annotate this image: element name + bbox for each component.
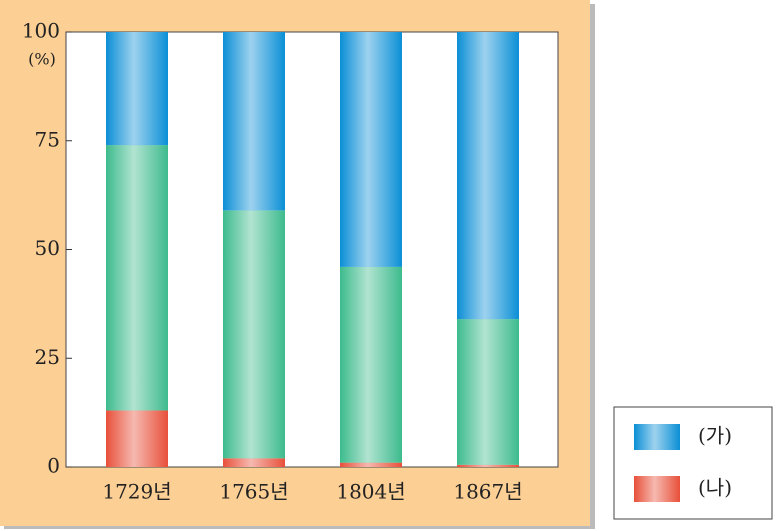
legend-swatch-shine <box>634 424 680 450</box>
legend-swatch-shine <box>634 476 680 502</box>
y-tick-label: 0 <box>47 454 60 478</box>
bar-shine <box>457 319 519 465</box>
bar-shine <box>340 32 402 267</box>
bar-shine <box>106 32 168 146</box>
bar-shine <box>223 210 285 459</box>
y-tick-label: 25 <box>35 345 60 369</box>
legend-label: (나) <box>698 476 732 500</box>
bar-shine <box>223 458 285 467</box>
bar-shine <box>106 410 168 467</box>
bar-shine <box>340 462 402 467</box>
bar-shine <box>223 32 285 211</box>
bar-shine <box>340 266 402 463</box>
x-tick-label: 1729년 <box>102 480 171 504</box>
legend <box>613 406 773 520</box>
y-tick-label: 100 <box>22 19 60 43</box>
bar-shine <box>457 32 519 320</box>
bar-shine <box>106 145 168 411</box>
x-tick-label: 1804년 <box>336 480 405 504</box>
y-tick-label: 75 <box>35 127 60 151</box>
legend-label: (가) <box>698 424 732 448</box>
bar-shine <box>457 464 519 467</box>
x-tick-label: 1765년 <box>219 480 288 504</box>
y-tick-label: 50 <box>35 236 60 260</box>
y-axis-label: (%) <box>28 50 56 69</box>
x-tick-label: 1867년 <box>453 480 522 504</box>
